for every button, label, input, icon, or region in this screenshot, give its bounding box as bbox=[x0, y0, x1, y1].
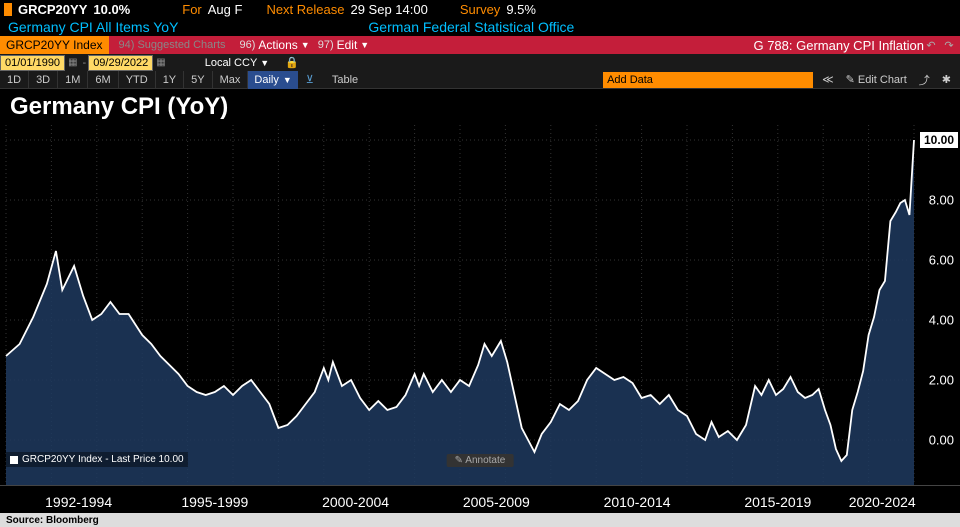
suggested-charts[interactable]: 94) Suggested Charts bbox=[109, 39, 236, 51]
undo-icon[interactable]: ↶ bbox=[924, 38, 938, 52]
x-tick-label: 2015-2019 bbox=[744, 494, 811, 510]
start-date-input[interactable]: 01/01/1990 bbox=[0, 55, 65, 71]
dash: - bbox=[81, 57, 89, 69]
series-name: Germany CPI All Items YoY bbox=[8, 19, 178, 35]
period-6m[interactable]: 6M bbox=[88, 71, 118, 89]
data-source-name: German Federal Statistical Office bbox=[368, 19, 574, 35]
calendar-icon[interactable]: ▦ bbox=[65, 57, 80, 68]
info-row-2: Germany CPI All Items YoY German Federal… bbox=[0, 18, 960, 36]
edit-label: Edit bbox=[337, 38, 358, 52]
last-price-badge: 10.00 bbox=[920, 132, 958, 148]
period-1m[interactable]: 1M bbox=[58, 71, 88, 89]
ticker-symbol: GRCP20YY bbox=[18, 2, 87, 17]
chart-type-icon[interactable]: ⊻ bbox=[298, 73, 322, 86]
currency-label: Local CCY bbox=[205, 57, 258, 69]
menu-bar: GRCP20YY Index 94) Suggested Charts 96) … bbox=[0, 36, 960, 54]
table-button[interactable]: Table bbox=[322, 74, 368, 86]
annotate-label: Annotate bbox=[465, 455, 505, 466]
for-period: Aug F bbox=[208, 2, 243, 17]
info-row-1: GRCP20YY 10.0% For Aug F Next Release 29… bbox=[0, 0, 960, 18]
chevron-down-icon: ▼ bbox=[260, 58, 269, 68]
y-tick-label: 6.00 bbox=[929, 253, 954, 268]
actions-label: Actions bbox=[258, 38, 297, 52]
y-tick-label: 8.00 bbox=[929, 193, 954, 208]
for-label: For bbox=[182, 2, 202, 17]
currency-selector[interactable]: Local CCY ▼ bbox=[199, 57, 276, 69]
source-bar: Source: Bloomberg bbox=[0, 513, 960, 527]
calendar-icon[interactable]: ▦ bbox=[153, 57, 168, 68]
period-ytd[interactable]: YTD bbox=[119, 71, 156, 89]
chart-svg bbox=[0, 125, 960, 485]
next-release-value: 29 Sep 14:00 bbox=[350, 2, 427, 17]
share-icon[interactable]: ⤴ bbox=[914, 72, 935, 88]
lock-icon[interactable]: 🔒 bbox=[285, 56, 299, 69]
add-data-input[interactable]: Add Data bbox=[603, 72, 813, 88]
x-tick-label: 2020-2024 bbox=[849, 494, 916, 510]
frequency-label: Daily bbox=[254, 74, 278, 86]
x-axis: 1992-1994 1995-1999 2000-2004 2005-2009 2010… bbox=[0, 485, 960, 513]
x-tick-label: 2010-2014 bbox=[604, 494, 671, 510]
pencil-icon: ✎ bbox=[455, 455, 463, 466]
period-1d[interactable]: 1D bbox=[0, 71, 29, 89]
actions-menu[interactable]: 96) Actions ▼ bbox=[236, 38, 314, 52]
edit-chart-button[interactable]: ✎ Edit Chart bbox=[841, 73, 912, 86]
index-label[interactable]: GRCP20YY Index bbox=[0, 36, 109, 54]
date-range-bar: 01/01/1990 ▦ - 09/29/2022 ▦ Local CCY ▼ … bbox=[0, 54, 960, 71]
end-date-input[interactable]: 09/29/2022 bbox=[88, 55, 153, 71]
ticker-marker bbox=[4, 3, 12, 16]
redo-icon[interactable]: ↷ bbox=[942, 38, 956, 52]
chevron-down-icon: ▼ bbox=[301, 40, 310, 50]
legend-text: GRCP20YY Index - Last Price 10.00 bbox=[22, 454, 184, 465]
period-5y[interactable]: 5Y bbox=[184, 71, 212, 89]
next-release-label: Next Release bbox=[266, 2, 344, 17]
frequency-selector[interactable]: Daily ▼ bbox=[248, 71, 297, 89]
legend: GRCP20YY Index - Last Price 10.00 bbox=[6, 452, 188, 467]
menu-num-edit: 97) bbox=[318, 39, 334, 51]
chart-area[interactable]: 0.002.004.006.008.0010.0010.00 GRCP20YY … bbox=[0, 125, 960, 485]
menu-num-actions: 96) bbox=[240, 39, 256, 51]
x-tick-label: 2005-2009 bbox=[463, 494, 530, 510]
period-toolbar: 1D 3D 1M 6M YTD 1Y 5Y Max Daily ▼ ⊻ Tabl… bbox=[0, 71, 960, 89]
ticker-value: 10.0% bbox=[93, 2, 130, 17]
x-tick-label: 1995-1999 bbox=[181, 494, 248, 510]
settings-icon[interactable]: ✱ bbox=[937, 73, 956, 86]
y-tick-label: 4.00 bbox=[929, 313, 954, 328]
chevron-down-icon: ▼ bbox=[360, 40, 369, 50]
chart-title: Germany CPI (YoY) bbox=[0, 89, 960, 125]
legend-marker bbox=[10, 456, 18, 464]
annotate-button[interactable]: ✎ Annotate bbox=[447, 454, 514, 467]
collapse-icon[interactable]: ≪ bbox=[817, 73, 839, 86]
survey-label: Survey bbox=[460, 2, 500, 17]
x-tick-label: 1992-1994 bbox=[45, 494, 112, 510]
y-tick-label: 0.00 bbox=[929, 433, 954, 448]
y-tick-label: 2.00 bbox=[929, 373, 954, 388]
survey-value: 9.5% bbox=[506, 2, 536, 17]
chevron-down-icon: ▼ bbox=[283, 75, 292, 85]
x-tick-label: 2000-2004 bbox=[322, 494, 389, 510]
edit-menu[interactable]: 97) Edit ▼ bbox=[314, 38, 374, 52]
period-3d[interactable]: 3D bbox=[29, 71, 58, 89]
period-1y[interactable]: 1Y bbox=[156, 71, 184, 89]
period-max[interactable]: Max bbox=[213, 71, 249, 89]
